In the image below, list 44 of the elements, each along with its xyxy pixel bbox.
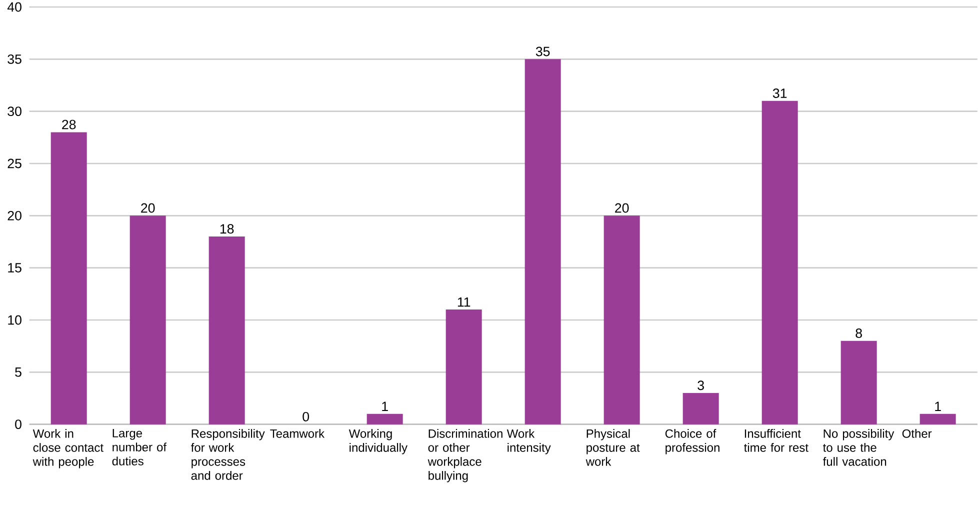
bar	[840, 340, 877, 424]
bar	[762, 100, 798, 424]
data-label: 31	[772, 88, 787, 98]
bar	[446, 310, 482, 424]
data-label: 0	[302, 412, 310, 422]
data-label: 8	[856, 328, 862, 338]
bar	[366, 414, 403, 424]
y-tick-label: 20	[8, 210, 22, 220]
x-tick-label: Other	[902, 429, 932, 438]
y-tick-label: 5	[15, 368, 22, 377]
bar	[604, 216, 640, 424]
data-label: 35	[536, 46, 550, 56]
bar	[208, 236, 245, 424]
x-tick-label: Work in close contact with people	[32, 429, 104, 468]
data-label: 20	[615, 203, 629, 213]
x-tick-label: Teamwork	[270, 429, 325, 438]
x-tick-label: Discrimination or other workplace bullying	[428, 429, 502, 482]
y-tick-label: 10	[8, 315, 22, 325]
x-tick-label: Choice of profession	[665, 429, 720, 454]
x-tick-label: Large number of duties	[112, 429, 167, 466]
y-tick-label: 40	[7, 2, 22, 12]
y-tick-label: 15	[8, 263, 22, 272]
data-label: 28	[62, 120, 76, 130]
bar	[682, 393, 719, 424]
data-label: 1	[382, 402, 388, 411]
data-label: 1	[935, 402, 941, 411]
y-tick-label: 25	[8, 158, 22, 168]
data-label: 11	[458, 297, 470, 307]
bar	[50, 132, 87, 424]
x-tick-label: No possibility to use the full vacation	[823, 429, 894, 466]
x-tick-label: Work intensity	[506, 429, 551, 454]
x-tick-label: Responsibility for work processes and order	[191, 429, 265, 480]
data-label: 18	[220, 224, 234, 234]
y-tick-label: 0	[15, 420, 22, 430]
bar	[130, 216, 166, 424]
y-tick-label: 35	[8, 54, 22, 64]
data-label: 20	[141, 203, 155, 213]
x-tick-label: Working individually	[348, 429, 408, 454]
data-label: 3	[698, 380, 704, 390]
bar	[524, 59, 561, 424]
y-tick-label: 30	[8, 106, 22, 116]
x-tick-label: Insufficient time for rest	[744, 429, 808, 452]
x-tick-label: Physical posture at work	[586, 429, 640, 466]
bar	[920, 414, 956, 424]
